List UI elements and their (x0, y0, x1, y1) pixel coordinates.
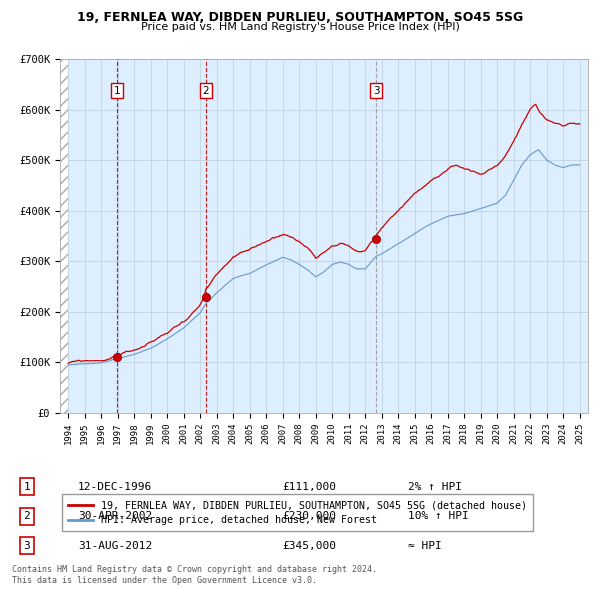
Text: 2: 2 (23, 512, 31, 521)
Text: 19, FERNLEA WAY, DIBDEN PURLIEU, SOUTHAMPTON, SO45 5SG: 19, FERNLEA WAY, DIBDEN PURLIEU, SOUTHAM… (77, 11, 523, 24)
Text: £111,000: £111,000 (282, 482, 336, 491)
Text: 12-DEC-1996: 12-DEC-1996 (78, 482, 152, 491)
Text: 3: 3 (23, 541, 31, 550)
Text: 1: 1 (113, 86, 120, 96)
Text: This data is licensed under the Open Government Licence v3.0.: This data is licensed under the Open Gov… (12, 576, 317, 585)
Text: £230,000: £230,000 (282, 512, 336, 521)
Text: £345,000: £345,000 (282, 541, 336, 550)
Text: 10% ↑ HPI: 10% ↑ HPI (408, 512, 469, 521)
Text: 30-APR-2002: 30-APR-2002 (78, 512, 152, 521)
Text: ≈ HPI: ≈ HPI (408, 541, 442, 550)
Text: 3: 3 (373, 86, 379, 96)
Text: 2: 2 (202, 86, 209, 96)
Legend: 19, FERNLEA WAY, DIBDEN PURLIEU, SOUTHAMPTON, SO45 5SG (detached house), HPI: Av: 19, FERNLEA WAY, DIBDEN PURLIEU, SOUTHAM… (62, 494, 533, 531)
Text: 31-AUG-2012: 31-AUG-2012 (78, 541, 152, 550)
Text: Price paid vs. HM Land Registry's House Price Index (HPI): Price paid vs. HM Land Registry's House … (140, 22, 460, 32)
Bar (60, 59, 68, 413)
Text: Contains HM Land Registry data © Crown copyright and database right 2024.: Contains HM Land Registry data © Crown c… (12, 565, 377, 574)
Text: 2% ↑ HPI: 2% ↑ HPI (408, 482, 462, 491)
Text: 1: 1 (23, 482, 31, 491)
